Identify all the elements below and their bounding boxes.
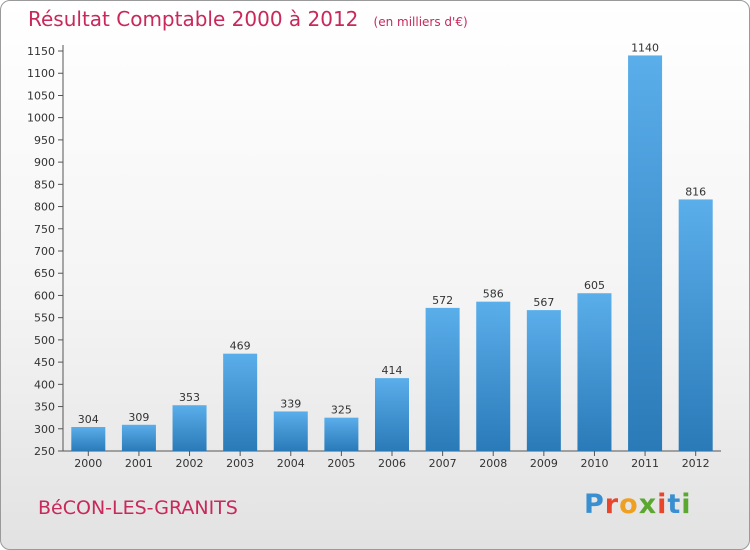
data-label: 469 bbox=[230, 340, 251, 353]
x-tick-label: 2005 bbox=[327, 457, 355, 470]
y-tick-label: 800 bbox=[34, 201, 55, 214]
logo-letter: i bbox=[657, 489, 668, 520]
chart-subtitle: (en milliers d'€) bbox=[373, 15, 468, 29]
data-label: 1140 bbox=[631, 41, 659, 54]
y-tick-label: 1100 bbox=[27, 67, 55, 80]
x-tick-label: 2001 bbox=[125, 457, 153, 470]
bar-2002 bbox=[172, 405, 207, 451]
x-tick-label: 2010 bbox=[580, 457, 608, 470]
y-tick-label: 950 bbox=[34, 134, 55, 147]
logo-letter: t bbox=[667, 489, 682, 520]
x-tick-label: 2007 bbox=[429, 457, 457, 470]
y-tick-label: 500 bbox=[34, 334, 55, 347]
bar-2008 bbox=[476, 301, 511, 451]
x-tick-label: 2003 bbox=[226, 457, 254, 470]
data-label: 304 bbox=[78, 413, 99, 426]
bar-2007 bbox=[425, 307, 460, 451]
bar-2004 bbox=[273, 411, 308, 451]
y-tick-label: 850 bbox=[34, 178, 55, 191]
data-label: 414 bbox=[382, 364, 403, 377]
y-axis: 250 300 350 400 450 500 550 600 650 700 750 800 850 9… bbox=[27, 45, 64, 458]
logo-letter: P bbox=[584, 489, 605, 520]
x-axis: 2000 2001 2002 2003 2004 2005 2006 2007 2008 2009… bbox=[63, 450, 721, 470]
bar-2001 bbox=[121, 424, 156, 451]
y-tick-label: 700 bbox=[34, 245, 55, 258]
bar-2003 bbox=[223, 353, 258, 451]
y-tick-label: 450 bbox=[34, 356, 55, 369]
x-tick-label: 2004 bbox=[277, 457, 305, 470]
data-label: 353 bbox=[179, 391, 200, 404]
x-tick-label: 2002 bbox=[176, 457, 204, 470]
x-tick-label: 2000 bbox=[74, 457, 102, 470]
bar-2010 bbox=[577, 293, 612, 451]
y-tick-label: 300 bbox=[34, 423, 55, 436]
y-tick-label: 650 bbox=[34, 267, 55, 280]
logo-letter: i bbox=[681, 489, 692, 520]
data-label: 572 bbox=[432, 294, 453, 307]
data-labels: 304 309 353 469 339 325 414 572 586 567 605 1140 816 bbox=[78, 41, 706, 426]
x-tick-label: 2011 bbox=[631, 457, 659, 470]
y-tick-label: 600 bbox=[34, 289, 55, 302]
x-tick-label: 2009 bbox=[530, 457, 558, 470]
logo-letter: r bbox=[604, 489, 620, 520]
data-label: 816 bbox=[685, 185, 706, 198]
y-tick-label: 350 bbox=[34, 401, 55, 414]
y-tick-label: 750 bbox=[34, 223, 55, 236]
y-tick-label: 250 bbox=[34, 445, 55, 458]
chart-title: Résultat Comptable 2000 à 2012 bbox=[28, 7, 359, 31]
proxiti-logo: Proxiti bbox=[584, 489, 692, 520]
data-label: 586 bbox=[483, 288, 504, 301]
y-tick-label: 550 bbox=[34, 312, 55, 325]
y-tick-label: 1150 bbox=[27, 45, 55, 58]
logo-letter: x bbox=[638, 489, 658, 520]
bar-2000 bbox=[71, 427, 106, 451]
title-row: Résultat Comptable 2000 à 2012 (en milli… bbox=[28, 7, 468, 31]
data-label: 605 bbox=[584, 279, 605, 292]
data-label: 339 bbox=[280, 397, 301, 410]
commune-name: BéCON-LES-GRANITS bbox=[38, 497, 238, 519]
data-label: 325 bbox=[331, 404, 352, 417]
y-tick-label: 900 bbox=[34, 156, 55, 169]
x-tick-label: 2006 bbox=[378, 457, 406, 470]
bars bbox=[71, 55, 713, 451]
x-tick-label: 2012 bbox=[682, 457, 710, 470]
bar-2011 bbox=[628, 55, 663, 451]
data-label: 309 bbox=[128, 411, 149, 424]
y-tick-label: 1000 bbox=[27, 112, 55, 125]
bar-2005 bbox=[324, 417, 359, 451]
bar-2012 bbox=[678, 199, 713, 451]
data-label: 567 bbox=[533, 296, 554, 309]
y-tick-label: 400 bbox=[34, 378, 55, 391]
x-tick-label: 2008 bbox=[479, 457, 507, 470]
logo-letter: o bbox=[619, 489, 639, 520]
y-tick-label: 1050 bbox=[27, 89, 55, 102]
bar-2006 bbox=[375, 378, 409, 451]
bar-2009 bbox=[526, 310, 561, 451]
